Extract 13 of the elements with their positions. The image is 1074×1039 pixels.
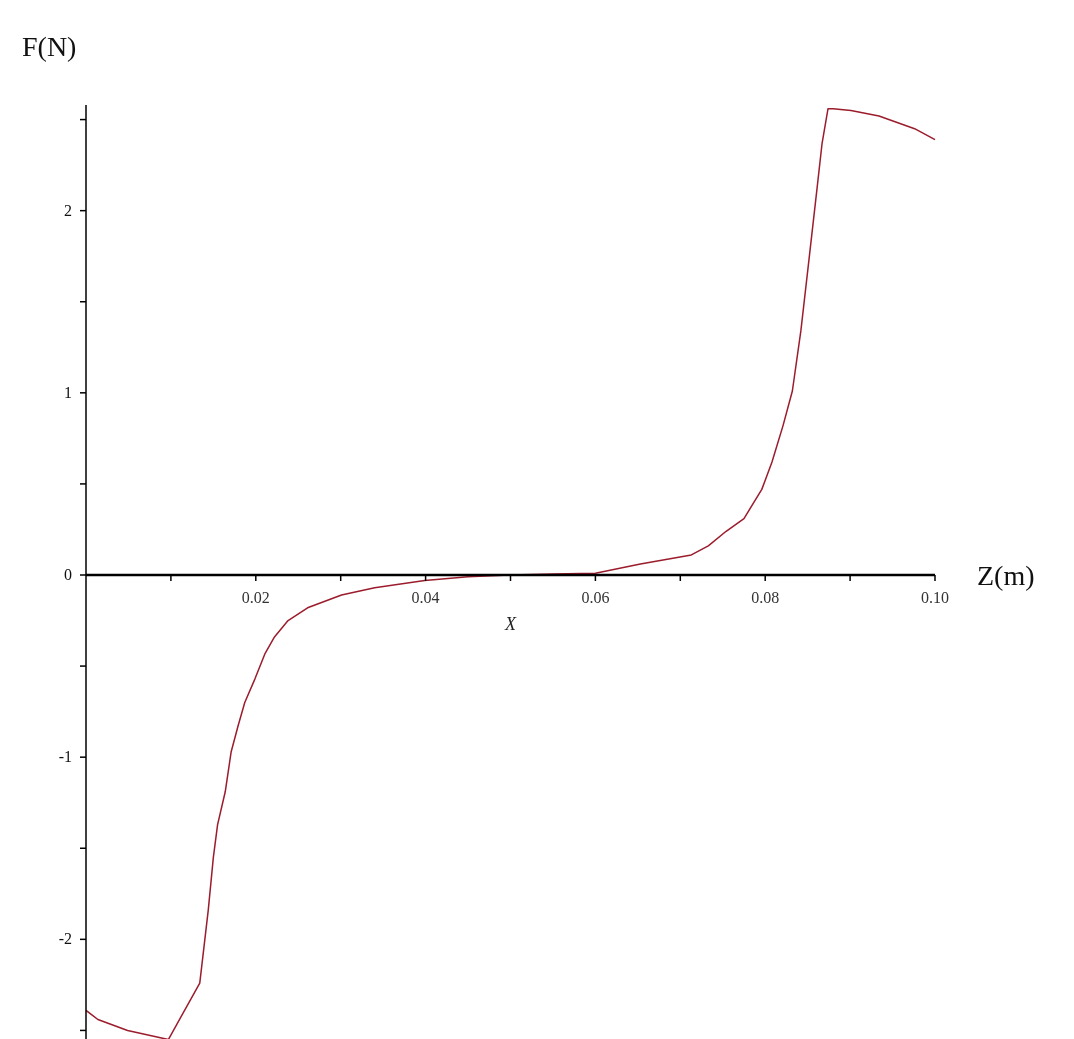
x-axis-title: Z(m) [977, 560, 1035, 591]
y-tick-label: 1 [64, 383, 72, 401]
y-tick-label: -1 [58, 748, 72, 766]
x-tick-label: 0.02 [241, 589, 270, 606]
x-tick-label: 0.04 [411, 589, 440, 606]
x-tick-label: 0.10 [921, 589, 949, 606]
x-tick-label: 0.08 [751, 589, 780, 606]
y-tick-label: 2 [64, 201, 72, 219]
annotation: X [504, 614, 517, 634]
y-tick-label: 0 [64, 566, 72, 583]
x-tick-label: 0.06 [581, 589, 610, 606]
y-tick-label: -2 [58, 930, 72, 948]
y-axis-title: F(N) [22, 31, 77, 62]
